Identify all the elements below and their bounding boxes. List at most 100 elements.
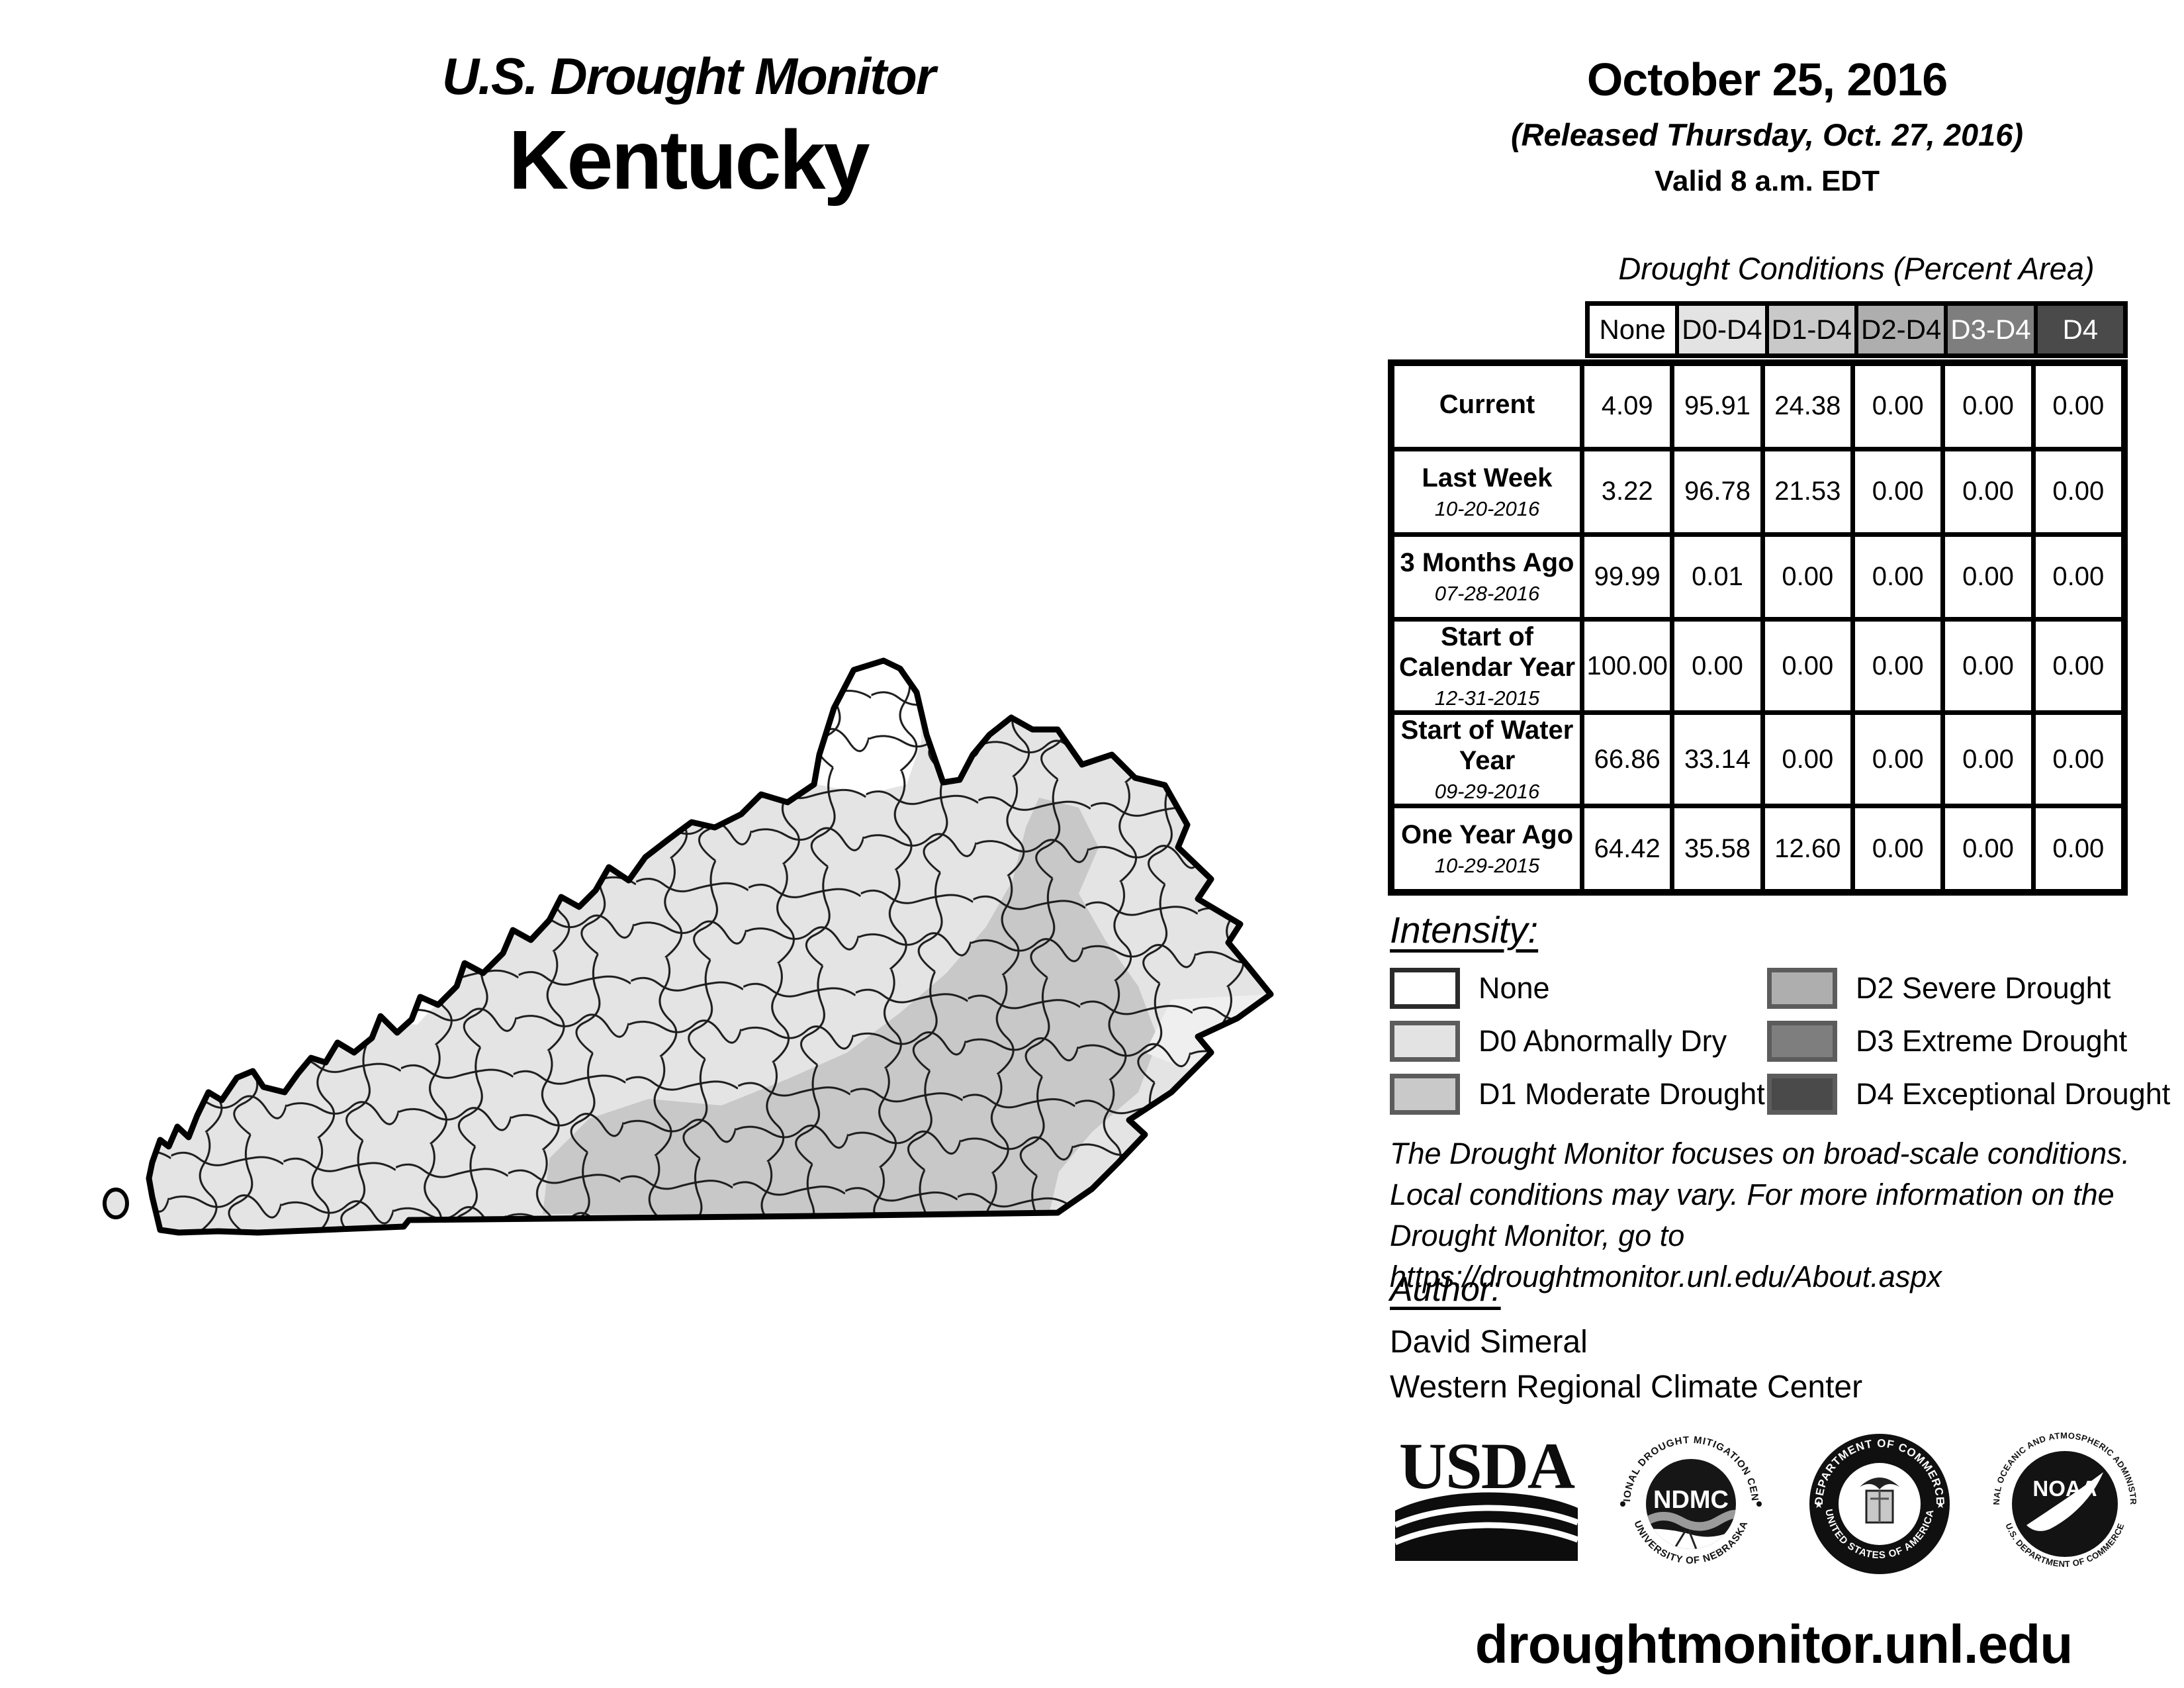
usda-logo: USDA bbox=[1394, 1430, 1579, 1561]
disclaimer-line: Local conditions may vary. For more info… bbox=[1390, 1178, 2115, 1211]
map-date: October 25, 2016 bbox=[1586, 54, 1948, 105]
report-title: U.S. Drought Monitor bbox=[441, 47, 936, 105]
table-cell: 21.53 bbox=[1764, 451, 1850, 532]
legend-column-left: None D0 Abnormally Dry D1 Moderate Droug… bbox=[1390, 968, 1765, 1115]
table-cell: 0.00 bbox=[1854, 808, 1941, 889]
row-label-start-water-year: Start of Water Year 09-29-2016 bbox=[1394, 715, 1580, 804]
col-header-d0d4: D0-D4 bbox=[1679, 306, 1765, 353]
table-cell: 100.00 bbox=[1584, 622, 1670, 711]
author-org: Western Regional Climate Center bbox=[1390, 1370, 1863, 1405]
col-header-none: None bbox=[1590, 306, 1676, 353]
disclaimer-text: The Drought Monitor focuses on broad-sca… bbox=[1390, 1133, 2158, 1297]
usda-swoosh-stripe bbox=[1394, 1505, 1579, 1528]
row-label-start-calendar-year: Start of Calendar Year 12-31-2015 bbox=[1394, 622, 1580, 711]
legend-swatch-d2 bbox=[1767, 968, 1837, 1009]
author-name: David Simeral bbox=[1390, 1325, 1588, 1360]
ndmc-dot-left bbox=[1620, 1501, 1625, 1507]
table-cell: 0.00 bbox=[1854, 451, 1941, 532]
state-outline bbox=[146, 657, 1274, 1236]
doc-seal: DEPARTMENT OF COMMERCE UNITED STATES OF … bbox=[1809, 1434, 1950, 1574]
noaa-bird bbox=[2026, 1472, 2103, 1531]
kentucky-drought-map bbox=[103, 657, 1274, 1236]
legend-swatch-d4 bbox=[1767, 1074, 1837, 1115]
legend-swatch-d1 bbox=[1390, 1074, 1460, 1115]
row-label-3-months-ago: 3 Months Ago 07-28-2016 bbox=[1394, 536, 1580, 618]
state-name: Kentucky bbox=[508, 113, 870, 207]
drought-conditions-table: Current 4.09 95.91 24.38 0.00 0.00 0.00 … bbox=[1388, 359, 2128, 896]
table-header-row: None D0-D4 D1-D4 D2-D4 D3-D4 D4 bbox=[1585, 301, 2128, 358]
table-cell: 64.42 bbox=[1584, 808, 1670, 889]
col-header-d3d4: D3-D4 bbox=[1948, 306, 2034, 353]
legend-item-d0: D0 Abnormally Dry bbox=[1390, 1021, 1765, 1062]
table-cell: 0.00 bbox=[1854, 715, 1941, 804]
disclaimer-line: The Drought Monitor focuses on broad-sca… bbox=[1390, 1137, 2130, 1170]
ndmc-landscape bbox=[1646, 1528, 1736, 1549]
legend-item-d3: D3 Extreme Drought bbox=[1767, 1021, 2170, 1062]
table-cell: 0.00 bbox=[2035, 715, 2121, 804]
released-date: (Released Thursday, Oct. 27, 2016) bbox=[1510, 117, 2024, 152]
table-cell: 0.00 bbox=[1945, 366, 2031, 447]
ndmc-wordmark: NDMC bbox=[1653, 1486, 1729, 1514]
row-label-one-year-ago: One Year Ago 10-29-2015 bbox=[1394, 808, 1580, 889]
author-heading: Author: bbox=[1390, 1270, 1501, 1309]
usda-swoosh-stripe bbox=[1394, 1522, 1579, 1546]
table-caption: Drought Conditions (Percent Area) bbox=[1618, 251, 2095, 286]
table-cell: 24.38 bbox=[1764, 366, 1850, 447]
ndmc-dot-right bbox=[1756, 1501, 1762, 1507]
table-cell: 95.91 bbox=[1674, 366, 1760, 447]
date-block: October 25, 2016 (Released Thursday, Oct… bbox=[1456, 53, 2078, 198]
table-cell: 0.00 bbox=[1764, 622, 1850, 711]
kentucky-bend-exclave bbox=[103, 1188, 129, 1219]
table-cell: 99.99 bbox=[1584, 536, 1670, 618]
intensity-heading: Intensity: bbox=[1390, 909, 1539, 951]
disclaimer-line: Drought Monitor, go to https://droughtmo… bbox=[1390, 1219, 1942, 1293]
table-cell: 0.00 bbox=[1945, 451, 2031, 532]
row-label-current: Current bbox=[1394, 366, 1580, 447]
table-cell: 0.00 bbox=[1945, 808, 2031, 889]
table-cell: 0.00 bbox=[2035, 808, 2121, 889]
col-header-d2d4: D2-D4 bbox=[1858, 306, 1944, 353]
table-cell: 0.00 bbox=[1854, 536, 1941, 618]
col-header-d4: D4 bbox=[2037, 306, 2123, 353]
table-cell: 96.78 bbox=[1674, 451, 1760, 532]
table-cell: 3.22 bbox=[1584, 451, 1670, 532]
table-cell: 0.00 bbox=[1674, 622, 1760, 711]
table-cell: 0.00 bbox=[2035, 366, 2121, 447]
doc-eagle bbox=[1860, 1477, 1899, 1489]
county-boundaries bbox=[149, 661, 1271, 1233]
ndmc-wave bbox=[1646, 1509, 1736, 1531]
doc-shield-detail bbox=[1870, 1491, 1889, 1523]
ndmc-landscape-lines bbox=[1666, 1530, 1702, 1549]
table-cell: 0.00 bbox=[1764, 536, 1850, 618]
legend-swatch-none bbox=[1390, 968, 1460, 1009]
legend-item-none: None bbox=[1390, 968, 1765, 1009]
col-header-d1d4: D1-D4 bbox=[1768, 306, 1854, 353]
row-label-last-week: Last Week 10-20-2016 bbox=[1394, 451, 1580, 532]
logo-row: USDA NATIONAL DROUGHT MITIGATION CENTER … bbox=[1390, 1430, 2138, 1577]
legend-column-right: D2 Severe Drought D3 Extreme Drought D4 … bbox=[1767, 968, 2170, 1115]
table-cell: 0.00 bbox=[1764, 715, 1850, 804]
table-cell: 12.60 bbox=[1764, 808, 1850, 889]
table-cell: 35.58 bbox=[1674, 808, 1760, 889]
footer-url: droughtmonitor.unl.edu bbox=[1475, 1615, 2073, 1675]
table-cell: 0.00 bbox=[2035, 536, 2121, 618]
legend-item-d1: D1 Moderate Drought bbox=[1390, 1074, 1765, 1115]
table-cell: 0.00 bbox=[2035, 622, 2121, 711]
table-cell: 4.09 bbox=[1584, 366, 1670, 447]
title-block: U.S. Drought Monitor Kentucky bbox=[199, 46, 1178, 208]
legend-swatch-d0 bbox=[1390, 1021, 1460, 1062]
table-cell: 0.00 bbox=[1945, 715, 2031, 804]
table-cell: 0.00 bbox=[1945, 536, 2031, 618]
usda-wordmark: USDA bbox=[1399, 1430, 1575, 1503]
legend-item-d2: D2 Severe Drought bbox=[1767, 968, 2170, 1009]
table-cell: 0.00 bbox=[1854, 366, 1941, 447]
table-cell: 33.14 bbox=[1674, 715, 1760, 804]
table-cell: 0.00 bbox=[2035, 451, 2121, 532]
table-cell: 66.86 bbox=[1584, 715, 1670, 804]
valid-time: Valid 8 a.m. EDT bbox=[1655, 165, 1880, 197]
table-cell: 0.00 bbox=[1945, 622, 2031, 711]
doc-star-right: ★ bbox=[1936, 1499, 1945, 1511]
table-cell: 0.00 bbox=[1854, 622, 1941, 711]
table-cell: 0.01 bbox=[1674, 536, 1760, 618]
